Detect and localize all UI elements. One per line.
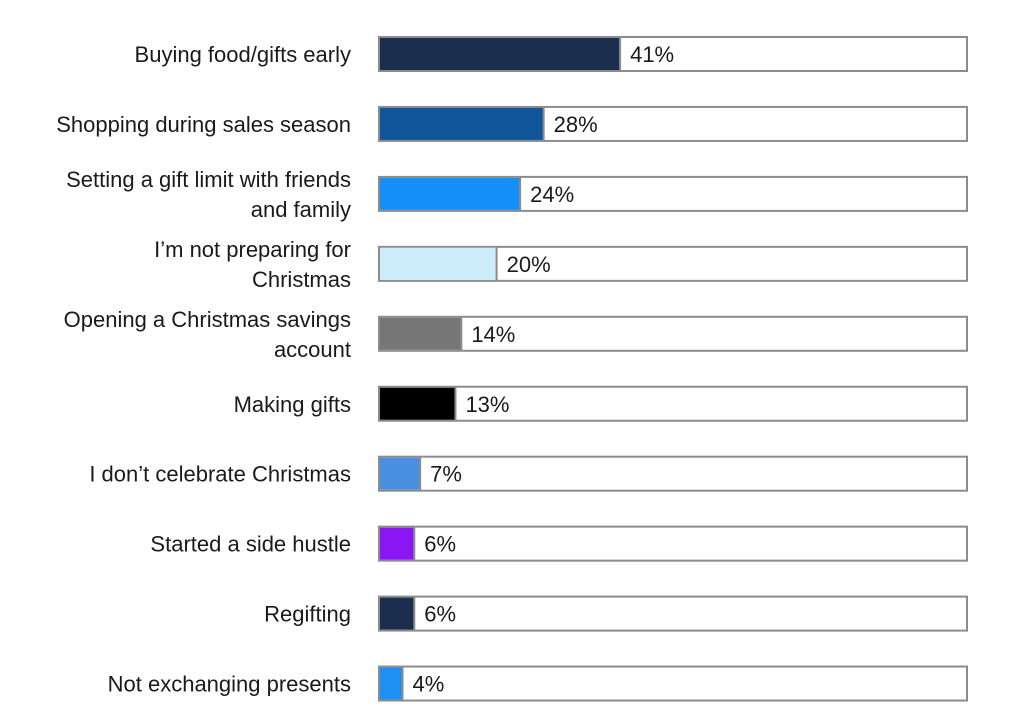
category-label: Setting a gift limit with friends (66, 167, 351, 192)
bar-track (378, 665, 968, 702)
bar (380, 387, 456, 420)
category-label: Started a side hustle (150, 532, 351, 557)
bar (380, 457, 421, 490)
bar-track (378, 385, 968, 422)
bar-row: 24% Setting a gift limit with friends and … (66, 167, 968, 222)
value-label: 24% (530, 182, 574, 207)
value-label: 41% (630, 42, 674, 67)
category-label: and family (251, 197, 351, 222)
bar (380, 107, 544, 140)
bar (380, 38, 621, 70)
category-label: Shopping during sales season (56, 112, 351, 137)
category-label: Buying food/gifts early (135, 42, 351, 67)
bar-row: 41% Buying food/gifts early (135, 36, 968, 72)
category-label: I don’t celebrate Christmas (89, 462, 351, 487)
category-label: account (274, 337, 351, 362)
bar (380, 667, 403, 700)
bar (380, 527, 415, 560)
bar (380, 177, 521, 210)
bar-track (378, 315, 968, 352)
bar (380, 247, 497, 280)
value-label: 4% (413, 672, 445, 697)
category-label: Regifting (264, 602, 351, 627)
value-label: 14% (471, 322, 515, 347)
bar-row: 28% Shopping during sales season (56, 105, 968, 142)
value-label: 20% (507, 252, 551, 277)
bar-row: 14% Opening a Christmas savings account (64, 307, 968, 362)
bar-track (378, 455, 968, 492)
bar (380, 597, 415, 630)
category-label: I’m not preparing for (154, 237, 351, 262)
bar-row: 7% I don’t celebrate Christmas (89, 455, 968, 492)
category-label: Making gifts (234, 392, 351, 417)
bar-row: 20% I’m not preparing for Christmas (154, 237, 968, 292)
category-label: Not exchanging presents (108, 672, 351, 697)
value-label: 28% (554, 112, 598, 137)
value-label: 6% (424, 532, 456, 557)
bar-row: 6% Started a side hustle (150, 525, 968, 562)
category-label: Christmas (252, 267, 351, 292)
value-label: 7% (430, 462, 462, 487)
bar-row: 6% Regifting (264, 595, 968, 632)
value-label: 6% (424, 602, 456, 627)
category-label: Opening a Christmas savings (64, 307, 351, 332)
bar-track (378, 525, 968, 562)
bar-row: 4% Not exchanging presents (108, 665, 968, 702)
value-label: 13% (465, 392, 509, 417)
bar-track (378, 595, 968, 632)
bar-row: 13% Making gifts (234, 385, 968, 422)
bar (380, 317, 462, 350)
